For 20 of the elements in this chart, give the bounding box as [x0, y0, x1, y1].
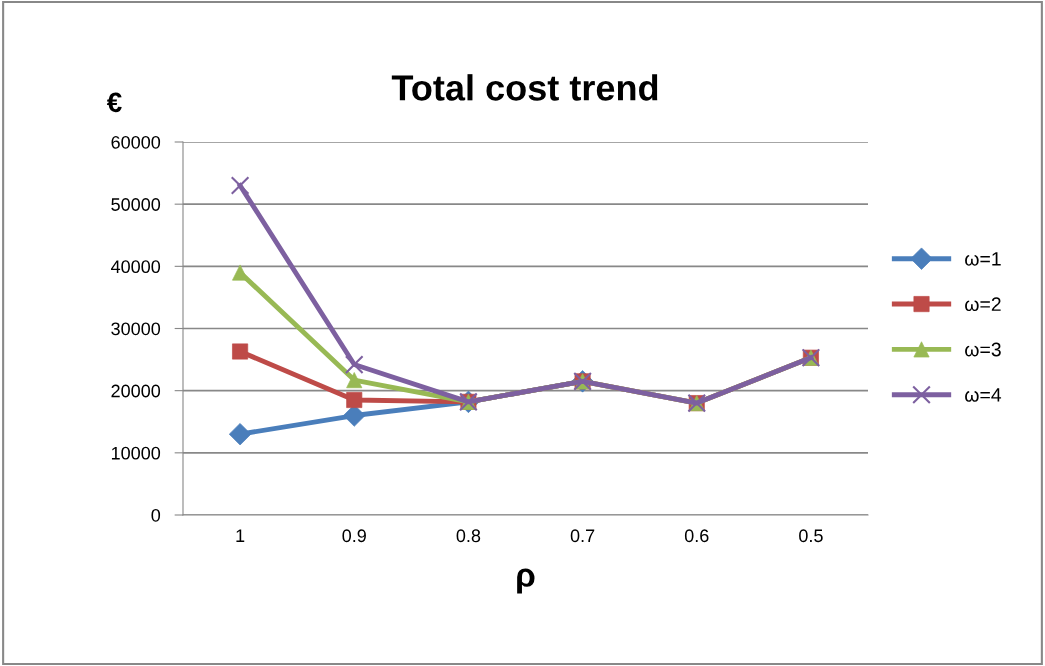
x-tick-label: 0.6 — [684, 529, 709, 543]
y-tick-label: 30000 — [111, 322, 161, 336]
x-tick-label: 0.5 — [799, 529, 823, 543]
y-tick-label: 50000 — [111, 198, 161, 211]
x-tick-label: 1 — [236, 529, 245, 542]
y-tick-label: 10000 — [111, 446, 161, 460]
x-tick-label: 0.7 — [570, 529, 595, 543]
x-axis-title: ρ — [517, 568, 535, 594]
y-tick-label: 20000 — [111, 384, 161, 398]
chart-title: Total cost trend — [391, 74, 658, 101]
x-tick-label: 0.9 — [342, 529, 366, 543]
y-axis-title: € — [106, 92, 122, 113]
y-tick-label: 0 — [151, 508, 161, 522]
y-tick-label: 40000 — [110, 260, 161, 274]
legend-label: ω=2 — [965, 297, 1001, 312]
legend-label: ω=3 — [965, 342, 1001, 357]
legend-label: ω=1 — [965, 252, 1001, 266]
x-tick-label: 0.8 — [456, 529, 481, 543]
y-tick-label: 60000 — [111, 135, 161, 149]
legend-label: ω=4 — [965, 388, 1002, 402]
